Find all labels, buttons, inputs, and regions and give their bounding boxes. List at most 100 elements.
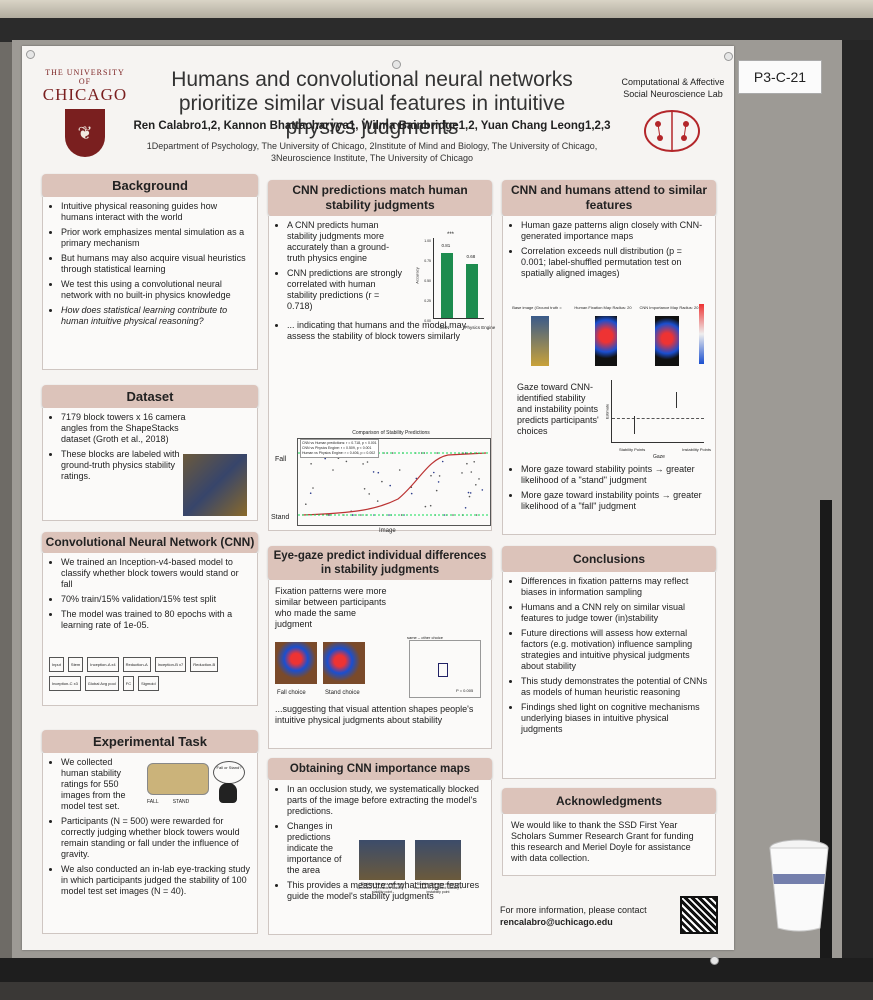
gaze-text-b: ...suggesting that visual attention shap… [275,704,474,725]
scatter-point [345,460,348,463]
attend-heading: CNN and humans attend to similar feature… [502,180,716,216]
scatter-point [389,484,391,487]
contact-info: For more information, please contact ren… [500,904,647,928]
maps-list: In an occlusion study, we systematically… [269,780,491,910]
scatter-stats: CNN vs Human predictions: r = 0.718, p <… [300,439,379,458]
contact-email[interactable]: rencalabro@uchicago.edu [500,917,613,927]
base-image [531,316,549,366]
scatter-point [376,500,379,502]
attend-box: Human gaze patterns align closely with C… [502,216,716,535]
stand-heatmap-image [323,642,365,684]
y-tick-label: 0.25 [424,299,431,303]
maps-box: In an occlusion study, we systematically… [268,780,492,935]
occlusion-caption-a: Blocking this area causes a decrease in … [357,882,407,894]
pushpin [724,52,733,61]
scatter-point [381,480,383,483]
scatter-point [478,478,480,480]
university-name: CHICAGO [42,85,128,104]
scatter-point [312,487,314,489]
difference-box-plot: P = 0.005 [409,640,481,698]
scatter-point [309,492,312,494]
y-ticks: 1.00 0.75 0.50 0.25 0.00 [419,238,431,323]
cnn-importance-map [655,316,679,366]
cnn-list: We trained an Inception-v4-based model t… [43,553,257,639]
scatter-point [400,514,403,516]
diagram-node: Inception-B x7 [154,657,187,672]
list-item: Future directions will assess how extern… [521,628,709,672]
scatter-point [481,489,484,491]
stand-choice-label: Stand choice [325,690,360,696]
scatter-point [424,505,427,508]
list-item: Prior work emphasizes mental simulation … [61,227,251,249]
bar-category-label: CNN [439,325,450,330]
list-item: Intuitive physical reasoning guides how … [61,201,251,223]
box [438,663,448,677]
x-ticks: CNN Physics Engine [433,322,496,332]
attend-list-b: More gaze toward stability points → grea… [503,460,723,520]
list-item: We collected human stability ratings for… [61,757,141,812]
scatter-point [415,477,418,480]
scatter-point [363,488,366,490]
list-item: Correlation exceeds null distribution (p… [521,246,709,279]
gaze-text-a: Fixation patterns were more similar betw… [275,586,387,629]
list-item: But humans may also acquire visual heuri… [61,253,251,275]
background-box: Intuitive physical reasoning guides how … [42,197,258,370]
list-item: Humans and a CNN rely on similar visual … [521,602,709,624]
list-item: The model was trained to 80 epochs with … [61,609,251,631]
dataset-box: 7179 block towers x 16 camera angles fro… [42,408,258,521]
lab-name: Computational & Affective Social Neurosc… [621,77,725,99]
poster-title: Humans and convolutional neural networks… [171,68,573,139]
scatter-point [388,514,390,516]
list-item: We trained an Inception-v4-based model t… [61,557,251,590]
scatter-point [377,471,380,474]
qr-code-icon[interactable] [680,896,718,934]
x-tick: Instability Points [682,447,711,452]
occlusion-image-a [359,840,405,880]
scatter-point [466,462,468,465]
conclusions-heading: Conclusions [502,546,716,572]
board-post [842,40,873,1000]
pushpin [710,956,719,965]
occlusion-image-b [415,840,461,880]
scatter-point [469,492,472,494]
diagram-node: Inception-C x3 [49,676,81,691]
conclusions-box: Differences in fixation patterns may ref… [502,572,716,779]
poster: THE UNIVERSITY OF CHICAGO ❦ Humans and c… [22,46,734,965]
board-frame-top [0,18,873,42]
scatter-point [324,457,326,460]
task-section: Experimental Task We collected human sta… [42,730,258,934]
instability-errorbar [676,392,677,408]
diagram-node: Global Avg pool [84,676,119,691]
predictions-heading: CNN predictions match human stability ju… [268,180,492,216]
scatter-point [470,471,473,473]
list-item: Differences in fixation patterns may ref… [521,576,709,598]
diagram-node: Input [49,657,64,672]
scatter-point [429,504,432,507]
human-fixation-map [595,316,617,366]
scatter-point [327,514,330,516]
ack-section: Acknowledgments We would like to thank t… [502,788,716,876]
brain-network-icon [644,110,700,152]
p-value: P = 0.005 [456,688,474,693]
colorbar [699,304,704,364]
phoenix-crest-icon: ❦ [65,109,105,157]
scatter-point [436,452,438,454]
cnn-section: Convolutional Neural Network (CNN) We tr… [42,532,258,706]
bar-value-label: 0.68 [466,253,476,259]
maps-section: Obtaining CNN importance maps In an occl… [268,758,492,935]
list-item: Findings shed light on cognitive mechani… [521,702,709,735]
scatter-point [366,461,369,463]
bar-category-label: Physics Engine [464,325,496,330]
scatter-point [473,461,475,463]
task-choice-labels: FALL STAND [147,797,189,808]
stat-line: Human vs Physics Engine: r = 0.406, p = … [302,451,376,455]
diagram-node: Stem [67,657,84,672]
thought-bubble: Fall or Stand? [213,761,245,784]
diagram-node: Reduction-B [190,657,219,672]
gaze-box: Fixation patterns were more similar betw… [268,580,492,749]
cnn-heading: Convolutional Neural Network (CNN) [42,532,258,553]
fall-heatmap-image [275,642,317,684]
attend-section: CNN and humans attend to similar feature… [502,180,716,535]
paper-cup [769,839,829,932]
bar-physics-engine [465,263,478,318]
